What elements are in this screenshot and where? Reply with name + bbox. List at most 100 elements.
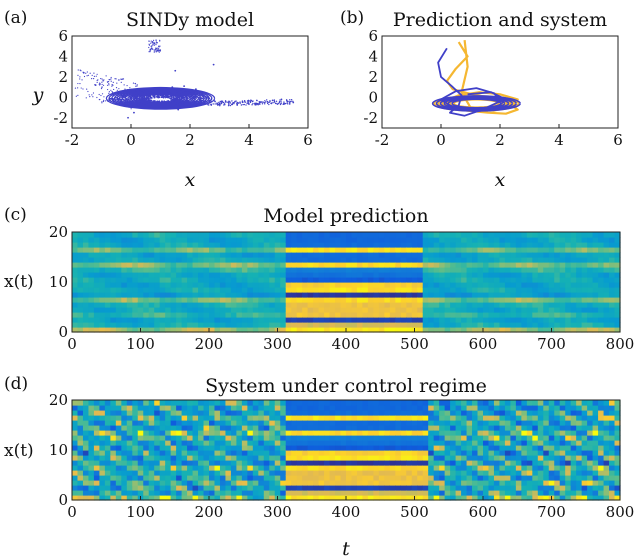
panel-c-cell (132, 242, 139, 248)
panel-c-cell (576, 257, 583, 263)
panel-d-cell (187, 480, 194, 486)
panel-d-cell (148, 445, 155, 451)
panel-d-cell (302, 455, 309, 461)
panel-d-cell (291, 460, 298, 466)
panel-c-cell (121, 317, 128, 323)
panel-c-cell (132, 322, 139, 328)
panel-c-cell (181, 262, 188, 268)
panel-d-cell (302, 425, 309, 431)
panel-c-cell (82, 252, 90, 258)
panel-c-cell (77, 232, 84, 238)
panel-d-cell (450, 415, 457, 421)
panel-c-cell (165, 307, 172, 313)
panel-d-cell (143, 490, 150, 496)
panel-c-cell (406, 237, 413, 243)
panel-d-cell (154, 480, 161, 486)
panel-c-cell (570, 312, 577, 318)
panel-c-cell (307, 252, 314, 258)
panel-c-cell (346, 272, 353, 278)
panel-d-cell (472, 480, 479, 486)
panel-d-cell (324, 440, 331, 446)
panel-c-cell (504, 277, 511, 283)
panel-c-cell (439, 257, 446, 263)
panel-d-cell (395, 430, 402, 436)
panel-d-cell (466, 455, 473, 461)
panel-c-cell (373, 272, 380, 278)
panel-c-cell (351, 232, 358, 238)
panel-d-cell (450, 485, 457, 491)
panel-c-cell (198, 262, 205, 268)
panel-d-cell (198, 450, 205, 456)
panel-d-cell (346, 485, 353, 491)
panel-d-cell (115, 490, 122, 496)
panel-c-cell (280, 297, 287, 303)
panel-d-cell (72, 455, 79, 461)
panel-d-cell (187, 465, 194, 471)
panel-c-cell (258, 327, 265, 333)
panel-c-cell (417, 252, 424, 258)
panel-d-cell (395, 485, 402, 491)
panel-a-point (101, 86, 103, 88)
panel-c-cell (537, 262, 544, 268)
panel-c-cell (247, 262, 254, 268)
panel-c-cell (302, 247, 309, 253)
panel-d-cell (296, 435, 303, 441)
panel-c-cell (307, 237, 314, 243)
panel-d-cell (93, 495, 100, 501)
panel-a-point (136, 85, 138, 87)
panel-d-cell (219, 420, 227, 426)
panel-d-cell (209, 430, 216, 436)
panel-c-cell (609, 317, 616, 323)
panel-d-cell (313, 490, 320, 496)
panel-d-cell (99, 475, 106, 481)
panel-c-cell (274, 232, 281, 238)
panel-c-cell (614, 327, 621, 333)
panel-c-cell (592, 262, 599, 268)
panel-c-cell (395, 327, 402, 333)
panel-d-cell (82, 420, 90, 426)
panel-d-cell (477, 475, 484, 481)
panel-d-cell (247, 460, 254, 466)
panel-c-cell (400, 272, 407, 278)
panel-c-cell (570, 237, 577, 243)
panel-d-cell (472, 435, 479, 441)
panel-a-ytick-label: 4 (58, 47, 68, 65)
panel-c-cell (439, 302, 446, 308)
panel-d-cell (488, 480, 495, 486)
panel-c-cell (384, 247, 391, 253)
panel-c-cell (395, 252, 402, 258)
panel-d-cell (356, 405, 364, 411)
panel-d-cell (389, 450, 396, 456)
panel-c-cell (346, 287, 353, 293)
panel-d-cell (236, 430, 243, 436)
panel-c-cell (258, 247, 265, 253)
panel-d-cell (121, 480, 128, 486)
panel-c-cell (356, 312, 364, 318)
panel-d-cell (148, 420, 155, 426)
panel-a-point (268, 101, 270, 103)
panel-d-cell (198, 485, 205, 491)
panel-d-cell (263, 450, 270, 456)
panel-d-cell (335, 400, 342, 406)
panel-a-point (286, 102, 288, 104)
panel-c-cell (614, 232, 621, 238)
panel-d-cell (110, 470, 117, 476)
panel-d-cell (137, 465, 144, 471)
panel-d-cell (214, 460, 221, 466)
panel-c-cell (214, 317, 221, 323)
panel-d-cell (143, 410, 150, 416)
panel-d-cell (269, 425, 276, 431)
panel-c-cell (225, 302, 232, 308)
panel-c-cell (422, 297, 429, 303)
panel-c-cell (203, 287, 210, 293)
panel-c-cell (99, 242, 106, 248)
panel-c-cell (395, 302, 402, 308)
panel-c-cell (554, 322, 561, 328)
panel-c-cell (428, 267, 435, 273)
panel-c-cell (406, 277, 413, 283)
panel-c-cell (77, 312, 84, 318)
panel-d-cell (88, 405, 95, 411)
panel-d-cell (461, 410, 468, 416)
panel-a-point (130, 108, 132, 110)
panel-c-cell (302, 297, 309, 303)
